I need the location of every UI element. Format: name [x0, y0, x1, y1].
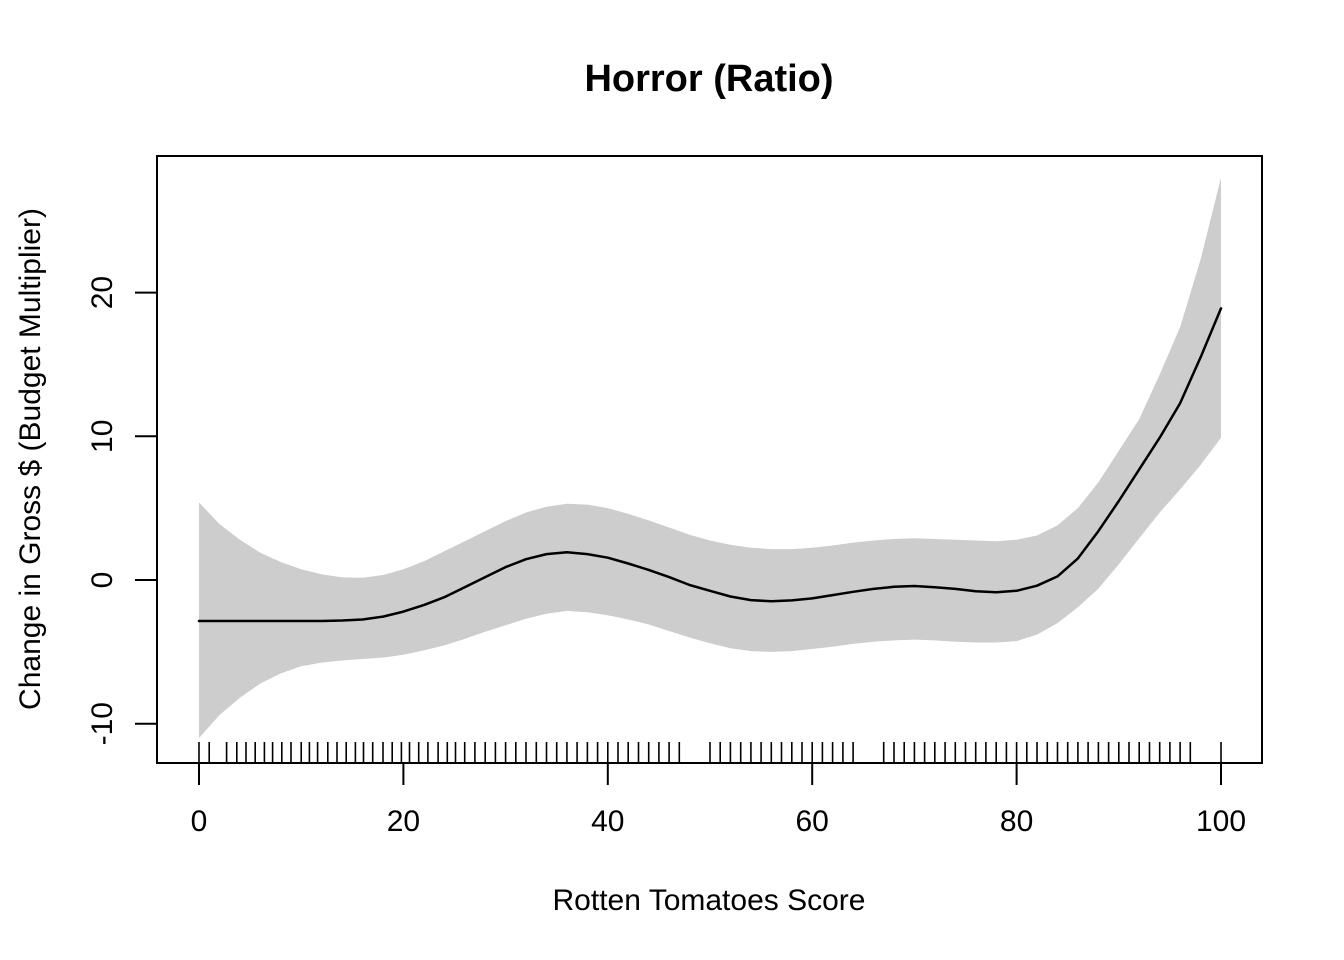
x-tick-label: 0: [191, 805, 208, 838]
x-tick-label: 80: [1000, 805, 1033, 838]
smooth-line: [197, 307, 1223, 623]
confidence-band-polygon: [199, 177, 1221, 739]
y-axis: -10 0 10 20: [86, 276, 157, 745]
x-tick-label: 20: [387, 805, 420, 838]
x-tick-label: 60: [796, 805, 829, 838]
y-tick-label: 10: [86, 420, 119, 453]
y-tick-label: 20: [86, 276, 119, 309]
y-tick-label: 0: [86, 572, 119, 589]
x-tick-label: 100: [1196, 805, 1246, 838]
chart-title: Horror (Ratio): [584, 58, 833, 100]
x-tick-label: 40: [591, 805, 624, 838]
y-tick-label: -10: [86, 702, 119, 745]
smooth-fit-path: [197, 307, 1223, 623]
plot-border: [156, 155, 1263, 764]
confidence-band: [199, 177, 1221, 739]
rug-ticks: [198, 742, 1222, 762]
y-axis-label: Change in Gross $ (Budget Multiplier): [14, 208, 47, 710]
x-axis: 0 20 40 60 80 100: [191, 763, 1246, 838]
x-axis-label: Rotten Tomatoes Score: [553, 884, 866, 917]
